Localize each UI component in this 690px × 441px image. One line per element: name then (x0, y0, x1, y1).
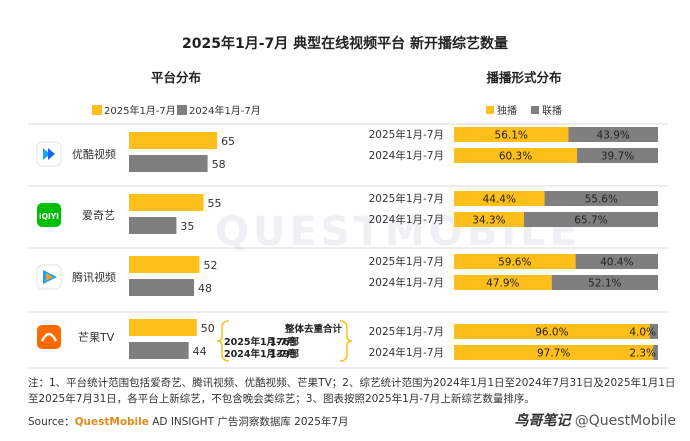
segment-label-exclusive-7: 97.7% (537, 348, 570, 360)
row-period-0: 2025年1月-7月 (369, 128, 444, 141)
platform-count-bars: 65 58 55 35 52 48 50 44 (129, 132, 235, 359)
segment-label-joint-6: 4.0% (629, 327, 656, 339)
bracket-right-shape (339, 320, 353, 362)
dedup-total-annotation: 整体去重合计 2025年1月-7月 176部 2024年1月-7月 139部 (216, 320, 353, 362)
segment-joint-4 (575, 254, 658, 269)
bar-value-1-1: 35 (180, 220, 194, 233)
segment-joint-7 (653, 345, 658, 360)
segment-label-joint-0: 43.9% (597, 130, 630, 142)
brand-watermark-handle: @QuestMobile (574, 413, 676, 429)
row-period-3: 2024年1月-7月 (369, 213, 444, 226)
bar-1-0 (129, 194, 204, 211)
segment-label-exclusive-2: 44.4% (483, 194, 516, 206)
segment-label-exclusive-1: 60.3% (499, 151, 532, 163)
youku-logo-icon (36, 141, 62, 167)
segment-label-joint-1: 39.7% (601, 151, 634, 163)
platform-label-tencent: 腾讯视频 (72, 270, 116, 284)
source-prefix: Source： (28, 416, 75, 428)
segment-joint-6 (649, 324, 658, 339)
legend-label-exclusive: 独播 (497, 104, 517, 117)
segment-joint-3 (523, 212, 658, 227)
bar-value-0-0: 65 (221, 135, 235, 148)
source-brand: QuestMobile (74, 416, 149, 428)
dedup-value-2025: 176部 (270, 336, 300, 348)
segment-exclusive-0 (454, 127, 569, 142)
brand-watermark: 鸟哥笔记 @QuestMobile (514, 410, 676, 430)
segment-label-joint-3: 65.7% (574, 215, 607, 227)
bar-value-1-0: 55 (208, 197, 222, 210)
bracket-left-shape (216, 320, 230, 362)
group-dividers (28, 123, 668, 369)
exclusive-share-bars: 2025年1月-7月 56.1% 43.9% 2024年1月-7月 60.3% 39.7%… (369, 127, 658, 360)
chart-title: 2025年1月-7月 典型在线视频平台 新开播综艺数量 (182, 35, 508, 52)
bar-3-1 (129, 342, 189, 359)
segment-joint-1 (577, 148, 658, 163)
legend-label-2024: 2024年1月-7月 (189, 104, 261, 117)
bar-value-2-1: 48 (198, 282, 212, 295)
segment-label-joint-2: 55.6% (585, 194, 618, 206)
segment-label-joint-5: 52.1% (588, 278, 621, 290)
segment-label-joint-7: 2.3% (629, 348, 656, 360)
segment-exclusive-1 (454, 148, 578, 163)
segment-label-exclusive-4: 59.6% (498, 257, 531, 269)
bar-2-0 (129, 256, 200, 273)
row-period-4: 2025年1月-7月 (369, 255, 444, 268)
legend-swatch-2025 (92, 105, 102, 115)
segment-joint-0 (568, 127, 658, 142)
legend-swatch-2024 (177, 105, 187, 115)
source-line: Source：QuestMobile AD INSIGHT 广告洞察数据库 20… (28, 414, 349, 429)
segment-exclusive-2 (454, 191, 545, 206)
row-period-7: 2024年1月-7月 (369, 346, 444, 359)
row-period-5: 2024年1月-7月 (369, 276, 444, 289)
bar-0-0 (129, 132, 218, 149)
platform-label-youku: 优酷视频 (72, 147, 116, 161)
iqiyi-logo-icon: iQIYI (37, 203, 61, 227)
source-rest: AD INSIGHT 广告洞察数据库 2025年7月 (148, 416, 349, 428)
segment-exclusive-4 (454, 254, 576, 269)
segment-joint-5 (551, 275, 658, 290)
dedup-heading: 整体去重合计 (284, 323, 343, 335)
bar-value-0-1: 58 (212, 158, 226, 171)
bar-3-0 (129, 319, 197, 336)
row-period-2: 2025年1月-7月 (369, 192, 444, 205)
legend-label-joint: 联播 (542, 104, 562, 117)
legend-label-2025: 2025年1月-7月 (104, 104, 176, 117)
segment-label-joint-4: 40.4% (600, 257, 633, 269)
segment-joint-2 (544, 191, 658, 206)
bar-0-1 (129, 155, 208, 172)
segment-exclusive-3 (454, 212, 524, 227)
dedup-value-2024: 139部 (270, 348, 300, 360)
segment-exclusive-5 (454, 275, 552, 290)
legend-swatch-exclusive (486, 106, 494, 114)
tencent-video-logo-icon (36, 264, 62, 290)
row-period-1: 2024年1月-7月 (369, 149, 444, 162)
bar-2-1 (129, 279, 195, 296)
segment-exclusive-6 (454, 324, 650, 339)
platform-label-iqiyi: 爱奇艺 (82, 209, 115, 222)
segment-label-exclusive-3: 34.3% (472, 215, 505, 227)
segment-label-exclusive-0: 56.1% (495, 130, 528, 142)
bar-value-3-0: 50 (201, 322, 215, 335)
platform-label-mango: 芒果TV (78, 331, 115, 344)
row-period-6: 2025年1月-7月 (369, 325, 444, 338)
left-panel-title: 平台分布 (151, 70, 202, 85)
brand-watermark-cn: 鸟哥笔记 (514, 413, 571, 429)
dedup-period-2025: 2025年1月-7月 (224, 336, 296, 348)
svg-text:iQIYI: iQIYI (39, 212, 59, 221)
right-panel-title: 播播形式分布 (486, 70, 562, 85)
segment-exclusive-7 (454, 345, 654, 360)
bar-1-1 (129, 217, 177, 234)
bar-value-3-1: 44 (193, 345, 207, 358)
dedup-period-2024: 2024年1月-7月 (224, 348, 296, 360)
legend-swatch-joint (531, 106, 539, 114)
segment-label-exclusive-5: 47.9% (486, 278, 519, 290)
bar-value-2-0: 52 (203, 259, 217, 272)
segment-label-exclusive-6: 96.0% (535, 327, 568, 339)
footnote: 注：1、平台统计范围包括爱奇艺、腾讯视频、优酷视频、芒果TV；2、综艺统计范围为… (28, 377, 676, 405)
mango-tv-logo-icon (37, 325, 61, 349)
